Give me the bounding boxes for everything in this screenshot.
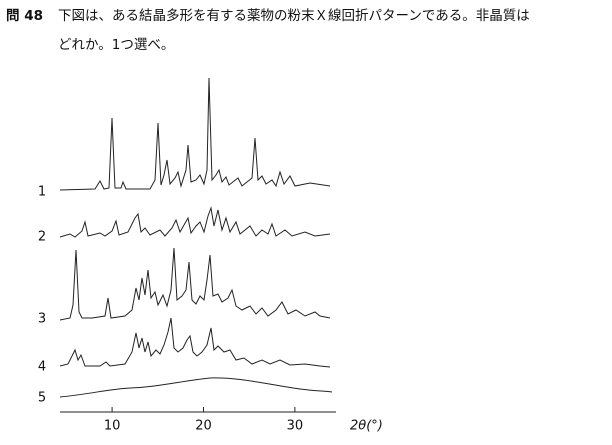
- question-text: どれか。1つ選べ。: [58, 37, 174, 53]
- pattern-curve: [59, 77, 331, 191]
- pattern-label: 3: [38, 312, 46, 327]
- question-number: 問 48: [6, 8, 43, 24]
- x-tick-label: 30: [287, 419, 304, 434]
- pattern-curve: [59, 206, 331, 238]
- pattern-label: 4: [38, 360, 46, 375]
- question-text: 下図は、ある結晶多形を有する薬物の粉末Ｘ線回折パターンである。非晶質は: [58, 7, 530, 24]
- patterns: [59, 77, 336, 413]
- pattern-label: 2: [38, 230, 46, 245]
- pattern-label: 5: [38, 391, 46, 406]
- x-tick-label: 20: [195, 419, 212, 434]
- pattern-curve: [59, 247, 331, 321]
- pattern-curve: [59, 317, 331, 368]
- pattern-curve: [59, 377, 333, 398]
- pattern-label: 1: [38, 185, 46, 200]
- x-tick-label: 10: [104, 419, 121, 434]
- x-axis-label: 2θ(°): [350, 419, 383, 434]
